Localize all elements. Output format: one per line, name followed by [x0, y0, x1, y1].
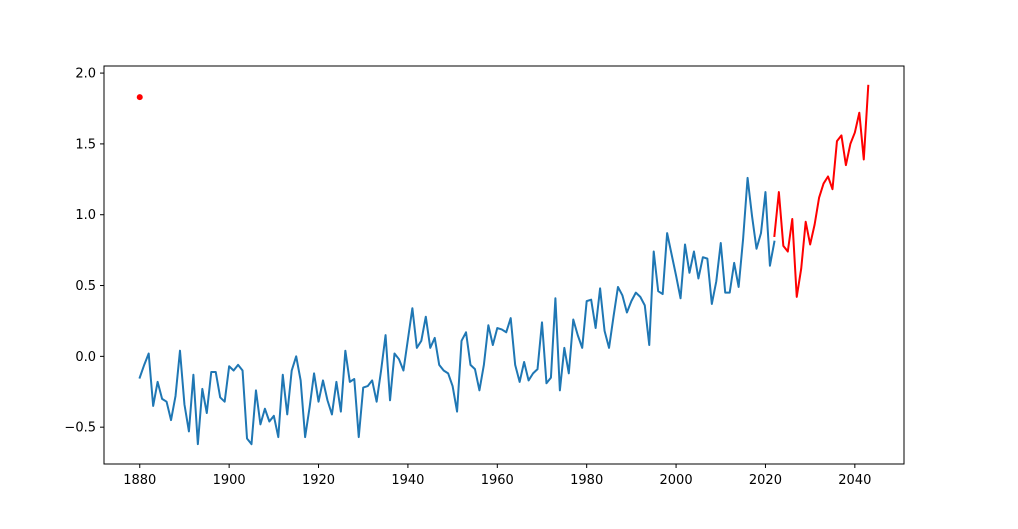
x-tick-label: 2040 — [838, 473, 871, 488]
marker-point — [136, 94, 143, 101]
x-tick-label: 1920 — [302, 473, 335, 488]
y-tick-label: 0.5 — [75, 279, 96, 294]
plot-area — [136, 84, 870, 446]
x-tick-label: 1880 — [123, 473, 156, 488]
y-tick-label: 0.0 — [75, 350, 96, 365]
x-tick-label: 2000 — [660, 473, 693, 488]
x-axis: 1880 1900 1920 1940 1960 1980 2000 2020 2040 — [123, 464, 871, 488]
x-tick-label: 1980 — [570, 473, 603, 488]
y-tick-label: −0.5 — [64, 421, 96, 436]
series-line-historical — [138, 176, 776, 446]
x-tick-label: 1900 — [213, 473, 246, 488]
x-tick-label: 2020 — [749, 473, 782, 488]
y-tick-label: 1.5 — [75, 137, 96, 152]
axes-frame — [103, 65, 905, 465]
x-tick-label: 1940 — [391, 473, 424, 488]
x-tick-label: 1960 — [481, 473, 514, 488]
y-tick-label: 1.0 — [75, 208, 96, 223]
y-axis: −0.5 0.0 0.5 1.0 1.5 2.0 — [64, 67, 104, 436]
y-tick-label: 2.0 — [75, 67, 96, 82]
series-line-forecast — [773, 84, 870, 298]
